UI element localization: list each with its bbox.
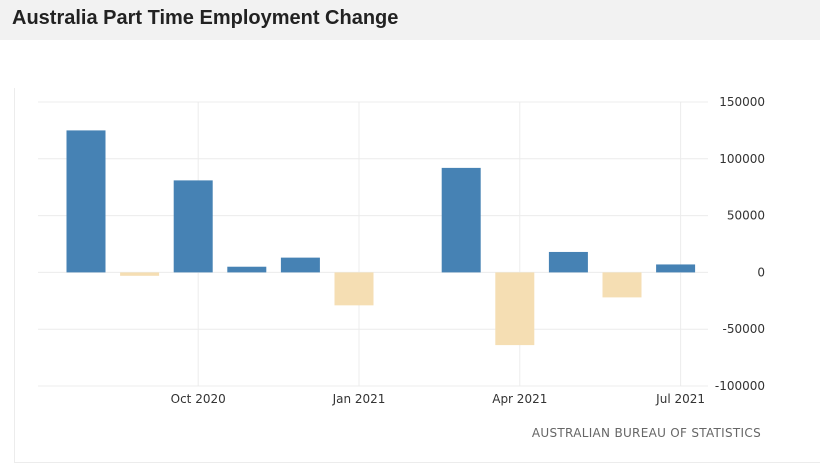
x-tick-label: Jul 2021 [655, 392, 705, 406]
grid-lines [38, 101, 708, 387]
bar-2020-10 [173, 180, 213, 273]
y-axis-ticks: 150000 100000 50000 0 -50000 -100000 [715, 95, 765, 393]
x-axis-ticks: Oct 2020 Jan 2021 Apr 2021 Jul 2021 [171, 392, 705, 406]
y-tick-label: -100000 [715, 379, 765, 393]
bar-2020-08 [66, 130, 106, 273]
source-label: AUSTRALIAN BUREAU OF STATISTICS [532, 426, 761, 440]
bar-2020-11 [227, 266, 267, 273]
chart-title: Australia Part Time Employment Change [12, 7, 399, 29]
bar-2021-03 [441, 167, 481, 273]
y-tick-label: -50000 [722, 322, 765, 336]
bar-2021-07 [656, 264, 696, 273]
bar-2021-05 [548, 251, 588, 273]
x-tick-label: Apr 2021 [492, 392, 547, 406]
bar-2021-04 [495, 272, 535, 346]
bar-2021-01 [334, 272, 374, 306]
bar-2021-06 [602, 272, 642, 298]
y-tick-label: 50000 [727, 209, 765, 223]
x-tick-label: Jan 2021 [332, 392, 386, 406]
y-tick-label: 150000 [719, 95, 765, 109]
y-tick-label: 0 [757, 265, 765, 279]
x-tick-label: Oct 2020 [171, 392, 226, 406]
bar-2020-12 [280, 257, 320, 273]
chart-panel [14, 88, 820, 463]
bar-2020-09 [120, 272, 160, 276]
y-tick-label: 100000 [719, 152, 765, 166]
bars [66, 130, 696, 346]
chart-header: Australia Part Time Employment Change [0, 0, 820, 40]
